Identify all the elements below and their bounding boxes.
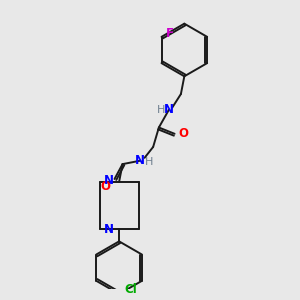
Text: Cl: Cl xyxy=(124,283,137,296)
Text: H: H xyxy=(145,157,153,166)
Text: O: O xyxy=(178,127,189,140)
Text: H: H xyxy=(157,105,165,115)
Text: N: N xyxy=(104,174,114,187)
Text: O: O xyxy=(100,180,110,194)
Text: N: N xyxy=(164,103,174,116)
Text: N: N xyxy=(104,223,114,236)
Text: F: F xyxy=(166,28,173,40)
Text: N: N xyxy=(135,154,145,167)
